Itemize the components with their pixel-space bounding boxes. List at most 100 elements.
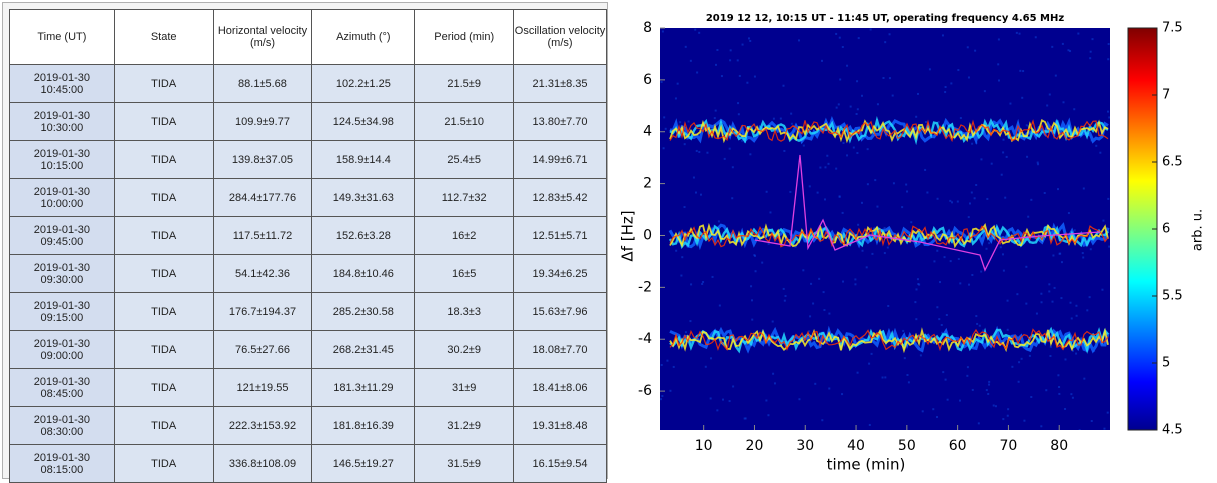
noise-speck (1002, 269, 1005, 272)
noise-speck (973, 197, 976, 200)
noise-speck (702, 280, 705, 283)
noise-speck (1020, 357, 1023, 360)
noise-speck (917, 283, 920, 286)
noise-speck (1067, 49, 1070, 52)
noise-speck (664, 127, 667, 130)
noise-speck (883, 252, 886, 255)
table-cell: 2019-01-30 09:00:00 (9, 330, 115, 369)
noise-speck (1083, 377, 1086, 380)
table-cell: 112.7±32 (414, 178, 515, 217)
noise-speck (887, 304, 890, 307)
noise-speck (967, 76, 970, 79)
noise-speck (883, 226, 886, 229)
table-cell: 12.51±5.71 (513, 216, 607, 255)
noise-speck (1075, 314, 1078, 317)
noise-speck (906, 373, 909, 376)
noise-speck (1006, 299, 1009, 302)
table-cell: 18.08±7.70 (513, 330, 607, 369)
noise-speck (689, 59, 692, 62)
noise-speck (919, 354, 922, 357)
noise-speck (698, 31, 701, 34)
noise-speck (978, 324, 981, 327)
noise-speck (936, 249, 939, 252)
noise-speck (1088, 296, 1091, 299)
noise-speck (944, 378, 947, 381)
noise-speck (1007, 408, 1010, 411)
noise-speck (680, 274, 683, 277)
noise-speck (1040, 425, 1043, 428)
noise-speck (1035, 312, 1038, 315)
noise-speck (750, 299, 753, 302)
noise-speck (808, 330, 811, 333)
noise-speck (941, 34, 944, 37)
noise-speck (731, 197, 734, 200)
noise-speck (676, 82, 679, 85)
noise-speck (1069, 301, 1072, 304)
noise-speck (835, 32, 838, 35)
noise-speck (921, 410, 924, 413)
noise-speck (819, 166, 822, 169)
noise-speck (802, 144, 805, 147)
noise-speck (1052, 254, 1055, 257)
noise-speck (884, 126, 887, 129)
noise-speck (968, 202, 971, 205)
noise-speck (692, 176, 695, 179)
noise-speck (1021, 96, 1024, 99)
noise-speck (994, 405, 997, 408)
noise-speck (761, 261, 764, 264)
noise-speck (1034, 36, 1037, 39)
table-cell: 18.41±8.06 (513, 368, 607, 407)
table-cell: 152.6±3.28 (311, 216, 416, 255)
noise-speck (797, 39, 800, 42)
noise-speck (950, 82, 953, 85)
noise-speck (842, 280, 845, 283)
noise-speck (1086, 309, 1089, 312)
noise-speck (835, 106, 838, 109)
noise-speck (709, 397, 712, 400)
noise-speck (1049, 345, 1052, 348)
noise-speck (782, 287, 785, 290)
noise-speck (683, 143, 686, 146)
noise-speck (1108, 116, 1110, 119)
noise-speck (1071, 396, 1074, 399)
noise-speck (957, 258, 960, 261)
noise-speck (1107, 43, 1110, 46)
noise-speck (1102, 219, 1105, 222)
table-cell: 14.99±6.71 (513, 140, 607, 179)
column-header: Azimuth (°) (311, 9, 416, 65)
noise-speck (1018, 361, 1021, 364)
noise-speck (857, 37, 860, 40)
table-cell: TIDA (113, 406, 214, 445)
noise-speck (916, 92, 919, 95)
table-cell: 117.5±11.72 (212, 216, 313, 255)
colorbar-tick-label: 6.5 (1162, 155, 1183, 170)
noise-speck (861, 249, 864, 252)
noise-speck (1089, 50, 1092, 53)
noise-speck (1091, 38, 1094, 41)
noise-speck (701, 282, 704, 285)
noise-speck (1064, 407, 1067, 410)
noise-speck (1048, 93, 1051, 96)
noise-speck (1075, 304, 1078, 307)
table-cell: 268.2±31.45 (311, 330, 416, 369)
noise-speck (1058, 252, 1061, 255)
noise-speck (868, 362, 871, 365)
noise-speck (985, 389, 988, 392)
noise-speck (729, 49, 732, 52)
noise-speck (866, 148, 869, 151)
noise-speck (767, 242, 770, 245)
noise-speck (698, 151, 701, 154)
noise-speck (857, 223, 860, 226)
noise-speck (1064, 358, 1067, 361)
colorbar-tick-label: 5 (1162, 356, 1170, 371)
table-cell: 139.8±37.05 (212, 140, 313, 179)
noise-speck (944, 85, 947, 88)
table-cell: 2019-01-30 08:30:00 (9, 406, 115, 445)
table-cell: 158.9±14.4 (311, 140, 416, 179)
y-tick-label: -6 (638, 383, 652, 399)
table-row: 2019-01-30 08:30:00 TIDA 222.3±153.92 181.8… (9, 406, 607, 445)
x-tick-label: 80 (1050, 438, 1068, 454)
noise-speck (828, 387, 831, 390)
table-cell: 16±5 (414, 254, 515, 293)
noise-speck (1061, 42, 1064, 45)
